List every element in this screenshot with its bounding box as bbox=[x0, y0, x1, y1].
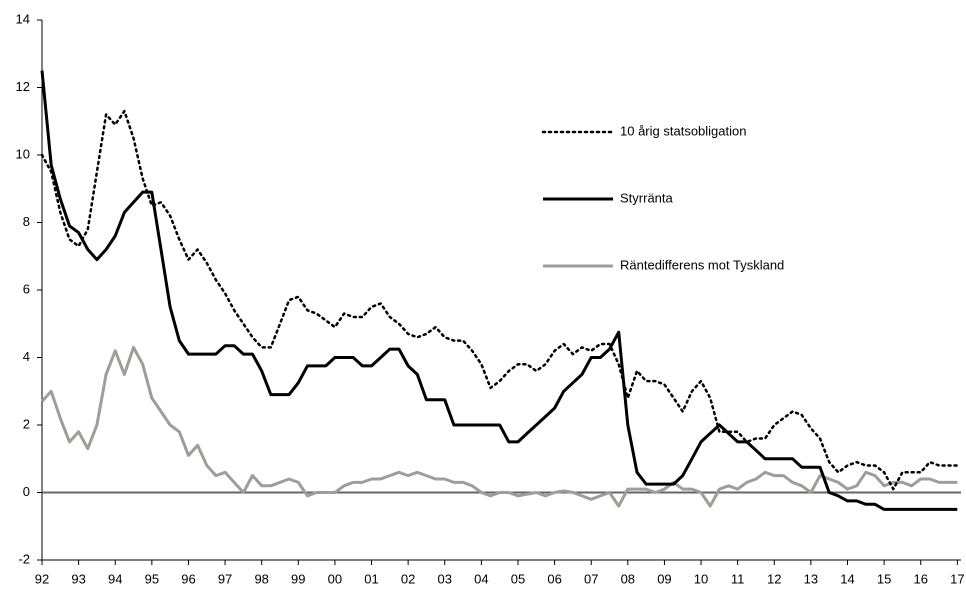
y-tick-label: 14 bbox=[16, 11, 30, 26]
x-tick-label: 93 bbox=[71, 571, 85, 586]
series-line bbox=[40, 109, 959, 491]
legend-label: Styrränta bbox=[620, 190, 674, 205]
series-line bbox=[40, 70, 958, 511]
x-tick-label: 13 bbox=[804, 571, 818, 586]
x-tick-label: 95 bbox=[145, 571, 159, 586]
x-tick-label: 05 bbox=[511, 571, 525, 586]
x-tick-label: 08 bbox=[621, 571, 635, 586]
x-tick-label: 15 bbox=[877, 571, 891, 586]
series-line bbox=[40, 345, 958, 508]
x-tick-label: 10 bbox=[694, 571, 708, 586]
y-tick-label: 12 bbox=[16, 79, 30, 94]
y-tick-label: 6 bbox=[23, 281, 30, 296]
y-tick-label: 4 bbox=[23, 349, 30, 364]
y-tick-label: 0 bbox=[23, 484, 30, 499]
x-tick-label: 17 bbox=[950, 571, 964, 586]
x-tick-label: 11 bbox=[731, 571, 745, 586]
x-tick-label: 03 bbox=[438, 571, 452, 586]
legend-label: 10 årig statsobligation bbox=[620, 123, 746, 138]
x-tick-label: 94 bbox=[108, 571, 122, 586]
x-tick-label: 06 bbox=[547, 571, 561, 586]
x-tick-label: 96 bbox=[181, 571, 195, 586]
x-tick-label: 92 bbox=[35, 571, 49, 586]
x-tick-label: 12 bbox=[767, 571, 781, 586]
x-tick-label: 16 bbox=[913, 571, 927, 586]
x-tick-label: 07 bbox=[584, 571, 598, 586]
y-tick-label: 10 bbox=[16, 146, 30, 161]
x-tick-label: 00 bbox=[328, 571, 342, 586]
x-tick-label: 04 bbox=[474, 571, 488, 586]
y-tick-label: -2 bbox=[18, 551, 30, 566]
legend-label: Räntedifferens mot Tyskland bbox=[620, 257, 784, 272]
x-tick-label: 98 bbox=[254, 571, 268, 586]
y-tick-label: 8 bbox=[23, 214, 30, 229]
x-tick-label: 99 bbox=[291, 571, 305, 586]
x-tick-label: 14 bbox=[840, 571, 854, 586]
x-tick-label: 01 bbox=[364, 571, 378, 586]
x-tick-label: 09 bbox=[657, 571, 671, 586]
y-tick-label: 2 bbox=[23, 416, 30, 431]
x-tick-label: 02 bbox=[401, 571, 415, 586]
x-tick-label: 97 bbox=[218, 571, 232, 586]
